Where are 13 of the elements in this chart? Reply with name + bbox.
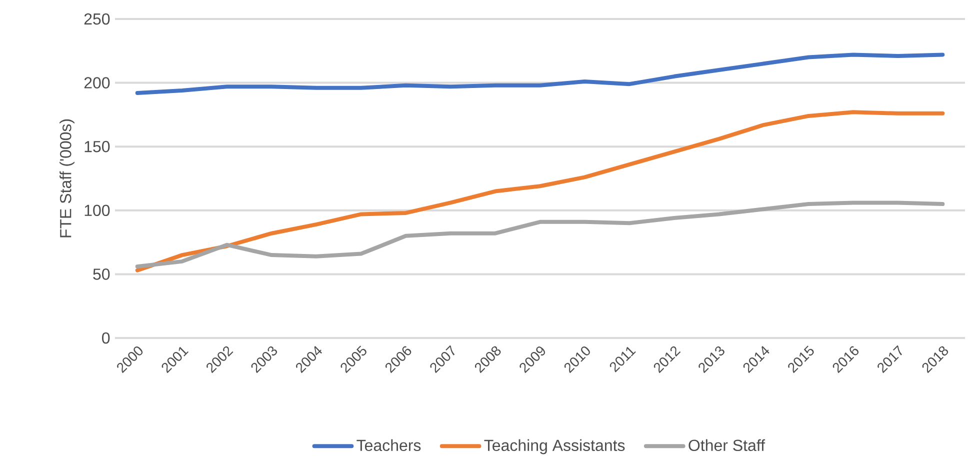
- line-series: [135, 200, 945, 269]
- legend-label: Teaching Assistants: [484, 439, 625, 454]
- y-tick-label: 100: [84, 204, 110, 216]
- y-tick-label: 50: [93, 268, 110, 280]
- y-axis-title: FTE Staff ('000s): [60, 119, 74, 238]
- y-tick-label: 0: [102, 332, 110, 344]
- legend-label: Other Staff: [688, 439, 766, 452]
- line-series: [135, 52, 945, 95]
- legend-label: Teachers: [356, 439, 421, 452]
- y-tick-label: 250: [84, 13, 110, 25]
- y-tick-label: 150: [84, 140, 110, 152]
- line-series: [135, 110, 945, 272]
- y-tick-label: 200: [84, 77, 110, 88]
